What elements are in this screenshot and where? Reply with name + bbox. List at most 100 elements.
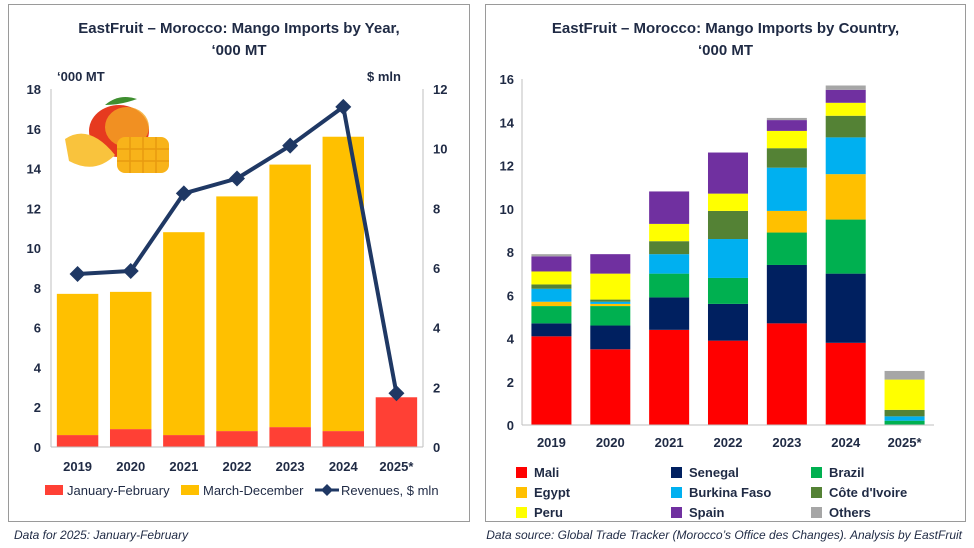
bar-2022-Brazil bbox=[707, 277, 749, 304]
footnote-right: Data source: Global Trade Tracker (Moroc… bbox=[486, 528, 962, 542]
bar-2024-January-February bbox=[322, 431, 365, 447]
bar-2023-January-February bbox=[269, 427, 311, 447]
bar-2021-Brazil bbox=[649, 273, 690, 298]
legend-swatch-Mali bbox=[516, 467, 527, 478]
revenue-marker-2019 bbox=[69, 265, 86, 282]
right-chart-plot: 0 2 4 6 8 10 12 14 16 2019 2020 2021 2022 2023 2024 202… bbox=[500, 72, 934, 520]
bar-2020-Côte d'Ivoire bbox=[590, 299, 631, 302]
bar-2024-Others bbox=[825, 85, 866, 90]
left-chart-panel: EastFruit – Morocco: Mango Imports by Ye… bbox=[8, 4, 470, 522]
legend-label-Peru: Peru bbox=[534, 505, 563, 520]
bar-2023-Burkina Faso bbox=[766, 167, 807, 211]
legend-swatch-Others bbox=[811, 507, 822, 518]
legend-swatch-Burkina Faso bbox=[671, 487, 682, 498]
revenue-marker-2023 bbox=[282, 137, 299, 154]
y-tick-label: 2 bbox=[507, 375, 514, 390]
legend-label-Senegal: Senegal bbox=[689, 465, 739, 480]
bar-2022-Senegal bbox=[707, 303, 749, 341]
bar-2023-Egypt bbox=[766, 210, 807, 233]
x-tick-label: 2021 bbox=[655, 435, 684, 450]
bar-2020-January-February bbox=[109, 429, 152, 447]
y-tick-label: 2 bbox=[34, 400, 41, 415]
y-tick-label: 8 bbox=[34, 281, 41, 296]
bar-2019-Spain bbox=[531, 256, 572, 272]
bar-2025*-January-February bbox=[375, 397, 418, 447]
legend-swatch-Brazil bbox=[811, 467, 822, 478]
bar-2019-Mali bbox=[531, 336, 572, 425]
bar-2023-Côte d'Ivoire bbox=[766, 148, 807, 168]
footnote-left: Data for 2025: January-February bbox=[14, 528, 189, 542]
bar-2023-Senegal bbox=[766, 264, 807, 324]
bar-2024-Côte d'Ivoire bbox=[825, 115, 866, 138]
bar-2024-Spain bbox=[825, 89, 866, 103]
bar-2020-Brazil bbox=[590, 306, 631, 326]
bar-2019-Peru bbox=[531, 271, 572, 285]
left-chart-plot: ‘000 MT $ mln 0 2 4 6 8 10 12 14 16 18 0 2 4 6 8 10 12 20… bbox=[27, 69, 448, 498]
x-tick-label: 2025* bbox=[379, 459, 414, 474]
legend-swatch-Egypt bbox=[516, 487, 527, 498]
bar-2020-Egypt bbox=[590, 303, 631, 307]
bar-2020-Burkina Faso bbox=[590, 301, 631, 304]
x-tick-label: 2024 bbox=[831, 435, 861, 450]
bar-2021-Peru bbox=[649, 223, 690, 242]
x-tick-label: 2023 bbox=[772, 435, 801, 450]
x-tick-label: 2019 bbox=[63, 459, 92, 474]
revenue-marker-2021 bbox=[175, 185, 192, 202]
bar-2024-Mali bbox=[825, 342, 866, 425]
x-tick-label: 2024 bbox=[329, 459, 359, 474]
y2-tick-label: 12 bbox=[433, 82, 447, 97]
bar-2024-Egypt bbox=[825, 174, 866, 220]
y-tick-label: 6 bbox=[34, 321, 41, 336]
bar-2019-Burkina Faso bbox=[531, 288, 572, 302]
revenue-marker-2022 bbox=[229, 170, 245, 187]
revenue-marker-2024 bbox=[335, 98, 352, 115]
y-tick-label: 6 bbox=[507, 288, 514, 303]
y-tick-label: 0 bbox=[507, 418, 514, 433]
right-chart-panel: EastFruit – Morocco: Mango Imports by Co… bbox=[485, 4, 966, 522]
bar-2019-Senegal bbox=[531, 323, 572, 337]
y2-tick-label: 8 bbox=[433, 201, 440, 216]
bar-2022-Spain bbox=[707, 152, 749, 194]
y-tick-label: 4 bbox=[507, 332, 515, 347]
bar-2019-March-December bbox=[56, 293, 99, 436]
legend-swatch-Spain bbox=[671, 507, 682, 518]
bar-2025*-Côte d'Ivoire bbox=[884, 409, 925, 417]
legend-label-Brazil: Brazil bbox=[829, 465, 864, 480]
y-tick-label: 16 bbox=[27, 122, 41, 137]
bar-2023-Brazil bbox=[766, 232, 807, 265]
bar-2023-Mali bbox=[766, 323, 807, 425]
revenue-marker-2020 bbox=[122, 262, 139, 279]
y-tick-label: 10 bbox=[27, 241, 41, 256]
bar-2022-Peru bbox=[707, 193, 749, 211]
bar-2024-Senegal bbox=[825, 273, 866, 343]
x-tick-label: 2020 bbox=[596, 435, 625, 450]
bar-2020-Senegal bbox=[590, 325, 631, 350]
x-tick-label: 2022 bbox=[223, 459, 252, 474]
y-tick-label: 12 bbox=[27, 201, 41, 216]
y-tick-label: 4 bbox=[34, 360, 42, 375]
legend-swatch-mar-dec bbox=[181, 485, 199, 495]
legend-swatch-Senegal bbox=[671, 467, 682, 478]
x-tick-label: 2023 bbox=[276, 459, 305, 474]
x-tick-label: 2025* bbox=[888, 435, 923, 450]
bar-2021-Côte d'Ivoire bbox=[649, 241, 690, 255]
legend-label-jan-feb: January-February bbox=[67, 483, 170, 498]
legend-label-Mali: Mali bbox=[534, 465, 559, 480]
y2-tick-label: 0 bbox=[433, 440, 440, 455]
bar-2022-March-December bbox=[216, 196, 258, 432]
bar-2022-Côte d'Ivoire bbox=[707, 210, 749, 240]
left-chart-title-line1: EastFruit – Morocco: Mango Imports by Ye… bbox=[78, 20, 400, 37]
y-tick-label: 8 bbox=[507, 245, 514, 260]
y-tick-label: 14 bbox=[500, 115, 515, 130]
legend-label-revenue: Revenues, $ mln bbox=[341, 483, 439, 498]
legend-label-mar-dec: March-December bbox=[203, 483, 304, 498]
x-tick-label: 2022 bbox=[714, 435, 743, 450]
x-tick-label: 2020 bbox=[116, 459, 145, 474]
bar-2023-Others bbox=[766, 117, 807, 121]
bar-2020-Peru bbox=[590, 273, 631, 300]
bar-2019-January-February bbox=[56, 435, 99, 447]
y2-tick-label: 6 bbox=[433, 261, 440, 276]
y-tick-label: 16 bbox=[500, 72, 514, 87]
y-tick-label: 18 bbox=[27, 82, 41, 97]
bar-2019-Côte d'Ivoire bbox=[531, 284, 572, 289]
